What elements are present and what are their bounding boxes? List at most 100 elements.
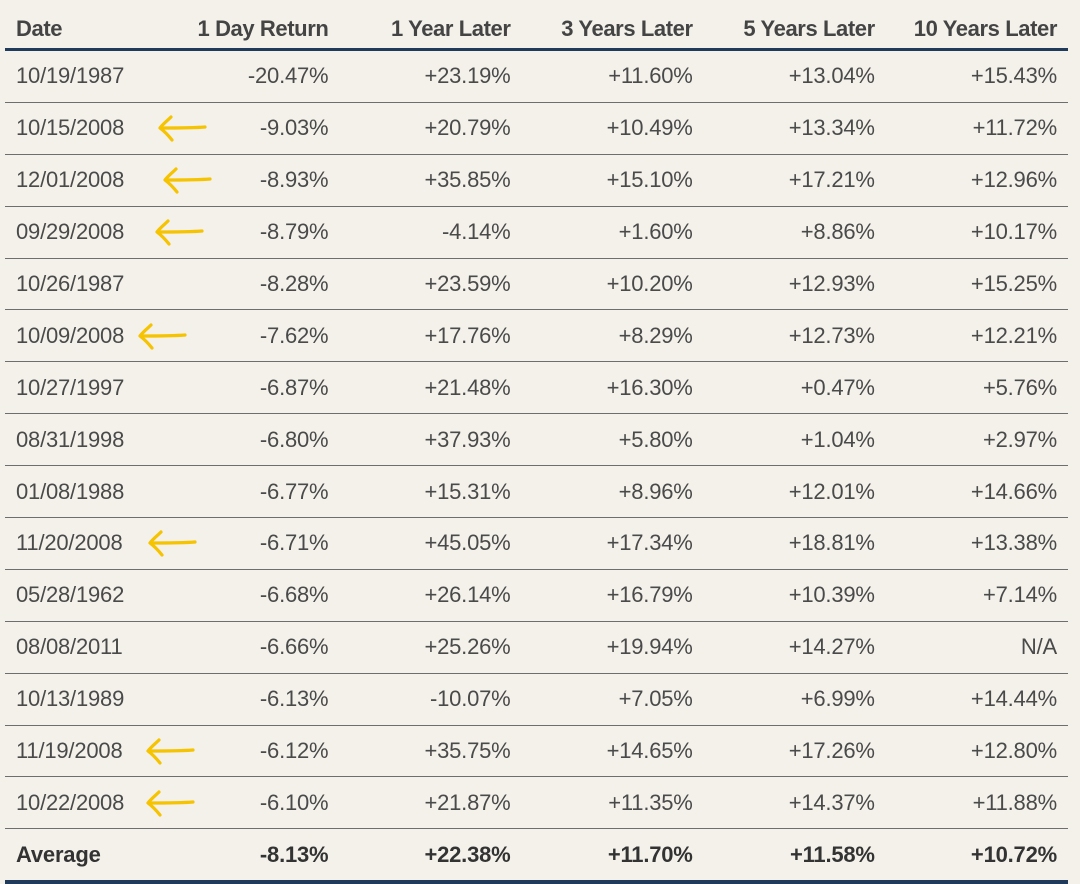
header-10-years-later: 10 Years Later (885, 0, 1068, 51)
table-row: 10/22/2008 -6.10% +21.87% +11.35% +14.37% +11… (5, 776, 1068, 830)
table-row: 01/08/1988 -6.77% +15.31% +8.96% +12.01% +14.… (5, 465, 1068, 519)
cell-1-day-return: -6.80% (185, 413, 340, 467)
cell-1-day-return: -8.93% (185, 154, 340, 207)
date-text: 10/13/1989 (16, 686, 125, 712)
cell-5-years-later: +13.04% (703, 49, 886, 103)
date-text: 10/15/2008 (16, 115, 125, 141)
cell-date: 10/26/1987 (5, 258, 186, 311)
cell-10-years-later: +12.21% (885, 309, 1068, 363)
cell-1-day-return: -6.10% (185, 776, 340, 830)
cell-5-years-later: +13.34% (703, 102, 886, 155)
cell-1-year-later: +23.59% (339, 258, 522, 311)
cell-5-years-later: +12.73% (703, 309, 886, 363)
cell-5-years-later: +12.01% (703, 465, 886, 519)
date-text: 09/29/2008 (16, 219, 125, 245)
cell-1-year-later: +26.14% (339, 569, 522, 622)
cell-1-day-return: -6.12% (185, 725, 340, 778)
header-1-day-return: 1 Day Return (185, 0, 340, 51)
cell-5-years-later: +10.39% (703, 569, 886, 622)
cell-3-years-later: +8.96% (521, 465, 704, 519)
average-label: Average (5, 828, 186, 884)
date-text: 10/26/1987 (16, 271, 125, 296)
left-arrow-icon (135, 321, 189, 351)
cell-date: 11/19/2008 (5, 725, 195, 778)
date-text: 10/09/2008 (16, 322, 125, 348)
cell-date: 10/15/2008 (5, 102, 207, 155)
cell-date: 11/20/2008 (5, 517, 197, 570)
cell-10-years-later: +15.25% (885, 258, 1068, 311)
cell-3-years-later: +5.80% (521, 413, 704, 467)
table-body: 10/19/1987 -20.47% +23.19% +11.60% +13.04% +1… (5, 49, 1068, 884)
cell-10-years-later: +15.43% (885, 49, 1068, 103)
date-text: 10/19/1987 (16, 63, 125, 89)
header-5-years-later: 5 Years Later (703, 0, 886, 51)
cell-10-years-later: +11.88% (885, 776, 1068, 830)
header-date: Date (5, 0, 186, 51)
table-row: 11/19/2008 -6.12% +35.75% +14.65% +17.26% +12… (5, 725, 1068, 778)
cell-5-years-later: +17.21% (703, 154, 886, 207)
cell-date: 10/09/2008 (5, 309, 187, 363)
header-row: Date 1 Day Return 1 Year Later 3 Years L… (5, 0, 1068, 51)
cell-5-years-later: +14.37% (703, 776, 886, 830)
cell-1-year-later: -4.14% (339, 206, 522, 259)
cell-10-years-later: +13.38% (885, 517, 1068, 570)
cell-3-years-later: +1.60% (521, 206, 704, 259)
table-row: 05/28/1962 -6.68% +26.14% +16.79% +10.39% +7.… (5, 569, 1068, 622)
cell-date: 10/13/1989 (5, 673, 186, 726)
date-text: 01/08/1988 (16, 478, 125, 504)
cell-10-years-later: N/A (885, 621, 1068, 674)
cell-10-years-later: +12.96% (885, 154, 1068, 207)
average-row: Average -8.13% +22.38% +11.70% +11.58% +10.72… (5, 828, 1068, 884)
cell-10-years-later: +7.14% (885, 569, 1068, 622)
cell-1-year-later: +23.19% (339, 49, 522, 103)
table-row: 12/01/2008 -8.93% +35.85% +15.10% +17.21% +12… (5, 154, 1068, 207)
cell-1-year-later: +35.85% (339, 154, 522, 207)
average-cell-3-years-later: +11.70% (521, 828, 704, 884)
cell-3-years-later: +10.49% (521, 102, 704, 155)
cell-5-years-later: +17.26% (703, 725, 886, 778)
cell-1-year-later: +17.76% (339, 309, 522, 363)
cell-5-years-later: +1.04% (703, 413, 886, 467)
average-cell-1-year-later: +22.38% (339, 828, 522, 884)
table-row: 08/08/2011 -6.66% +25.26% +19.94% +14.27% N/A (5, 621, 1068, 674)
cell-10-years-later: +14.66% (885, 465, 1068, 519)
table-row: 10/13/1989 -6.13% -10.07% +7.05% +6.99% +14.4… (5, 673, 1068, 726)
cell-1-year-later: +15.31% (339, 465, 522, 519)
cell-date: 10/19/1987 (5, 49, 186, 103)
cell-date: 09/29/2008 (5, 206, 204, 259)
cell-3-years-later: +16.79% (521, 569, 704, 622)
date-text: 08/08/2011 (16, 634, 123, 660)
cell-1-day-return: -6.68% (185, 569, 340, 622)
cell-3-years-later: +16.30% (521, 361, 704, 415)
cell-date: 12/01/2008 (5, 154, 212, 207)
cell-1-day-return: -6.13% (185, 673, 340, 726)
cell-10-years-later: +5.76% (885, 361, 1068, 415)
cell-1-year-later: +35.75% (339, 725, 522, 778)
average-cell-1-day-return: -8.13% (185, 828, 340, 884)
cell-3-years-later: +8.29% (521, 309, 704, 363)
average-cell-10-years-later: +10.72% (885, 828, 1068, 884)
cell-1-year-later: -10.07% (339, 673, 522, 726)
date-text: 12/01/2008 (16, 167, 125, 193)
cell-5-years-later: +12.93% (703, 258, 886, 311)
table-row: 10/19/1987 -20.47% +23.19% +11.60% +13.04% +1… (5, 49, 1068, 103)
cell-1-year-later: +20.79% (339, 102, 522, 155)
cell-5-years-later: +18.81% (703, 517, 886, 570)
cell-date: 10/22/2008 (5, 776, 195, 830)
cell-date: 01/08/1988 (5, 465, 186, 519)
cell-3-years-later: +10.20% (521, 258, 704, 311)
cell-1-year-later: +21.87% (339, 776, 522, 830)
cell-1-year-later: +25.26% (339, 621, 522, 674)
cell-1-day-return: -6.77% (185, 465, 340, 519)
date-text: 10/22/2008 (16, 789, 125, 815)
table-row: 10/09/2008 -7.62% +17.76% +8.29% +12.73% +12.… (5, 309, 1068, 363)
cell-1-day-return: -7.62% (185, 309, 340, 363)
cell-10-years-later: +14.44% (885, 673, 1068, 726)
cell-date: 08/08/2011 (5, 621, 186, 674)
cell-5-years-later: +6.99% (703, 673, 886, 726)
cell-10-years-later: +11.72% (885, 102, 1068, 155)
cell-1-year-later: +45.05% (339, 517, 522, 570)
cell-3-years-later: +14.65% (521, 725, 704, 778)
date-text: 10/27/1997 (16, 374, 125, 400)
